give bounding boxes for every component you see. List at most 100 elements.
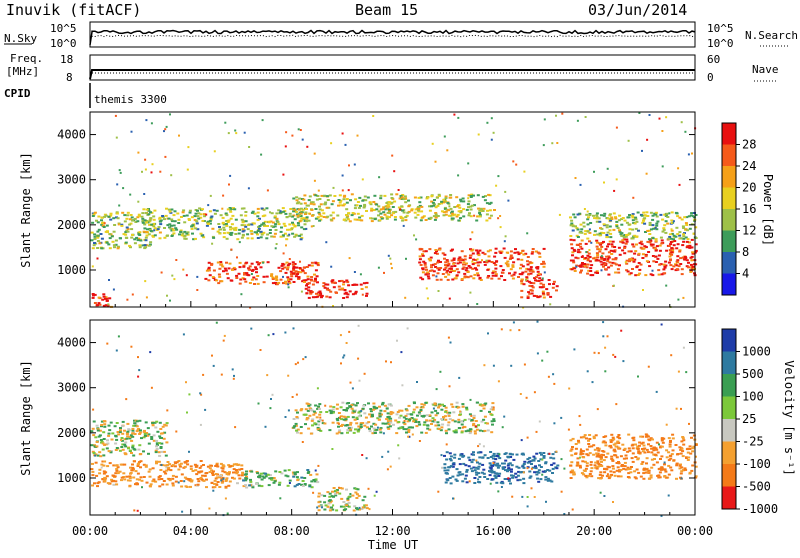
heatmap-cell xyxy=(289,208,293,210)
heatmap-cell xyxy=(551,467,555,470)
heatmap-cell xyxy=(465,267,469,270)
heatmap-cell xyxy=(398,409,402,412)
heatmap-cell xyxy=(444,210,448,213)
heatmap-cell xyxy=(152,223,156,225)
heatmap-cell xyxy=(409,419,411,422)
heatmap-cell xyxy=(692,434,696,437)
heatmap-cell xyxy=(338,288,342,291)
heatmap-cell xyxy=(478,215,481,218)
heatmap-cell xyxy=(442,416,445,418)
heatmap-cell xyxy=(353,163,356,166)
heatmap-cell xyxy=(630,214,634,217)
heatmap-cell xyxy=(687,266,691,269)
heatmap-cell xyxy=(349,428,352,431)
heatmap-cell xyxy=(147,433,151,436)
heatmap-cell xyxy=(490,406,494,409)
freq-label-line1: Freq. xyxy=(10,52,43,65)
heatmap-cell xyxy=(468,256,472,259)
heatmap-cell xyxy=(454,478,458,481)
heatmap-cell xyxy=(226,221,230,223)
heatmap-cell xyxy=(639,435,643,438)
heatmap-cell xyxy=(101,224,105,227)
heatmap-cell xyxy=(430,200,434,203)
heatmap-cell xyxy=(260,223,264,226)
heatmap-cell xyxy=(474,471,478,474)
heatmap-cell xyxy=(638,268,642,271)
heatmap-cell xyxy=(687,215,691,218)
heatmap-cell xyxy=(301,280,305,283)
heatmap-cell xyxy=(487,332,489,335)
heatmap-cell xyxy=(454,429,458,432)
heatmap-cell xyxy=(453,453,457,456)
colorbar-swatch xyxy=(722,252,736,274)
heatmap-cell xyxy=(494,267,498,270)
heatmap-cell xyxy=(638,272,642,275)
heatmap-cell xyxy=(389,421,393,424)
heatmap-cell xyxy=(398,197,402,200)
heatmap-cell xyxy=(232,207,235,210)
heatmap-cell xyxy=(605,236,609,239)
heatmap-cell xyxy=(641,435,645,438)
heatmap-cell xyxy=(467,418,471,421)
heatmap-cell xyxy=(401,194,405,196)
heatmap-cell xyxy=(128,437,132,440)
heatmap-cell xyxy=(99,439,103,441)
heatmap-cell xyxy=(445,458,449,461)
heatmap-cell xyxy=(378,405,381,408)
heatmap-cell xyxy=(648,265,652,268)
heatmap-cell xyxy=(654,226,657,229)
power-heatmap-cells xyxy=(90,112,698,309)
heatmap-cell xyxy=(492,463,496,466)
heatmap-cell xyxy=(684,228,688,231)
heatmap-cell xyxy=(389,202,393,205)
heatmap-cell xyxy=(310,264,314,267)
heatmap-cell xyxy=(434,212,438,214)
heatmap-cell xyxy=(457,116,460,119)
heatmap-cell xyxy=(592,435,596,438)
heatmap-cell xyxy=(176,212,180,215)
heatmap-cell xyxy=(586,259,590,262)
heatmap-cell xyxy=(607,266,611,269)
heatmap-cell xyxy=(292,210,296,213)
heatmap-cell xyxy=(429,256,433,259)
heatmap-cell xyxy=(256,218,260,221)
heatmap-cell xyxy=(338,429,342,432)
heatmap-cell xyxy=(578,464,582,467)
heatmap-cell xyxy=(315,198,319,201)
heatmap-cell xyxy=(474,425,477,428)
heatmap-cell xyxy=(618,229,621,232)
heatmap-cell xyxy=(170,174,173,177)
heatmap-cell xyxy=(490,471,494,474)
heatmap-cell xyxy=(149,351,152,354)
heatmap-cell xyxy=(323,286,327,289)
heatmap-cell xyxy=(275,283,279,286)
heatmap-cell xyxy=(665,423,668,426)
heatmap-cell xyxy=(418,413,422,416)
heatmap-cell xyxy=(131,233,134,236)
heatmap-cell xyxy=(222,236,226,239)
heatmap-cell xyxy=(93,235,97,238)
heatmap-cell xyxy=(444,261,448,264)
heatmap-cell xyxy=(539,466,543,468)
heatmap-cell xyxy=(510,364,513,367)
heatmap-cell xyxy=(602,440,606,443)
heatmap-cell xyxy=(410,417,414,419)
heatmap-cell xyxy=(506,265,510,268)
heatmap-cell xyxy=(395,413,399,416)
heatmap-cell xyxy=(182,214,186,217)
heatmap-cell xyxy=(164,472,168,475)
heatmap-cell xyxy=(375,208,379,211)
velocity-colorbar-label: Velocity [m s⁻¹] xyxy=(782,360,796,476)
heatmap-cell xyxy=(153,234,157,237)
heatmap-cell xyxy=(145,220,149,222)
heatmap-cell xyxy=(255,231,258,234)
heatmap-cell xyxy=(175,228,179,231)
heatmap-cell xyxy=(531,459,535,462)
heatmap-cell xyxy=(318,213,322,216)
heatmap-cell xyxy=(526,260,529,263)
heatmap-cell xyxy=(555,114,557,117)
heatmap-cell xyxy=(244,211,248,213)
heatmap-cell xyxy=(518,478,522,481)
heatmap-cell xyxy=(592,214,595,217)
heatmap-cell xyxy=(437,259,440,262)
